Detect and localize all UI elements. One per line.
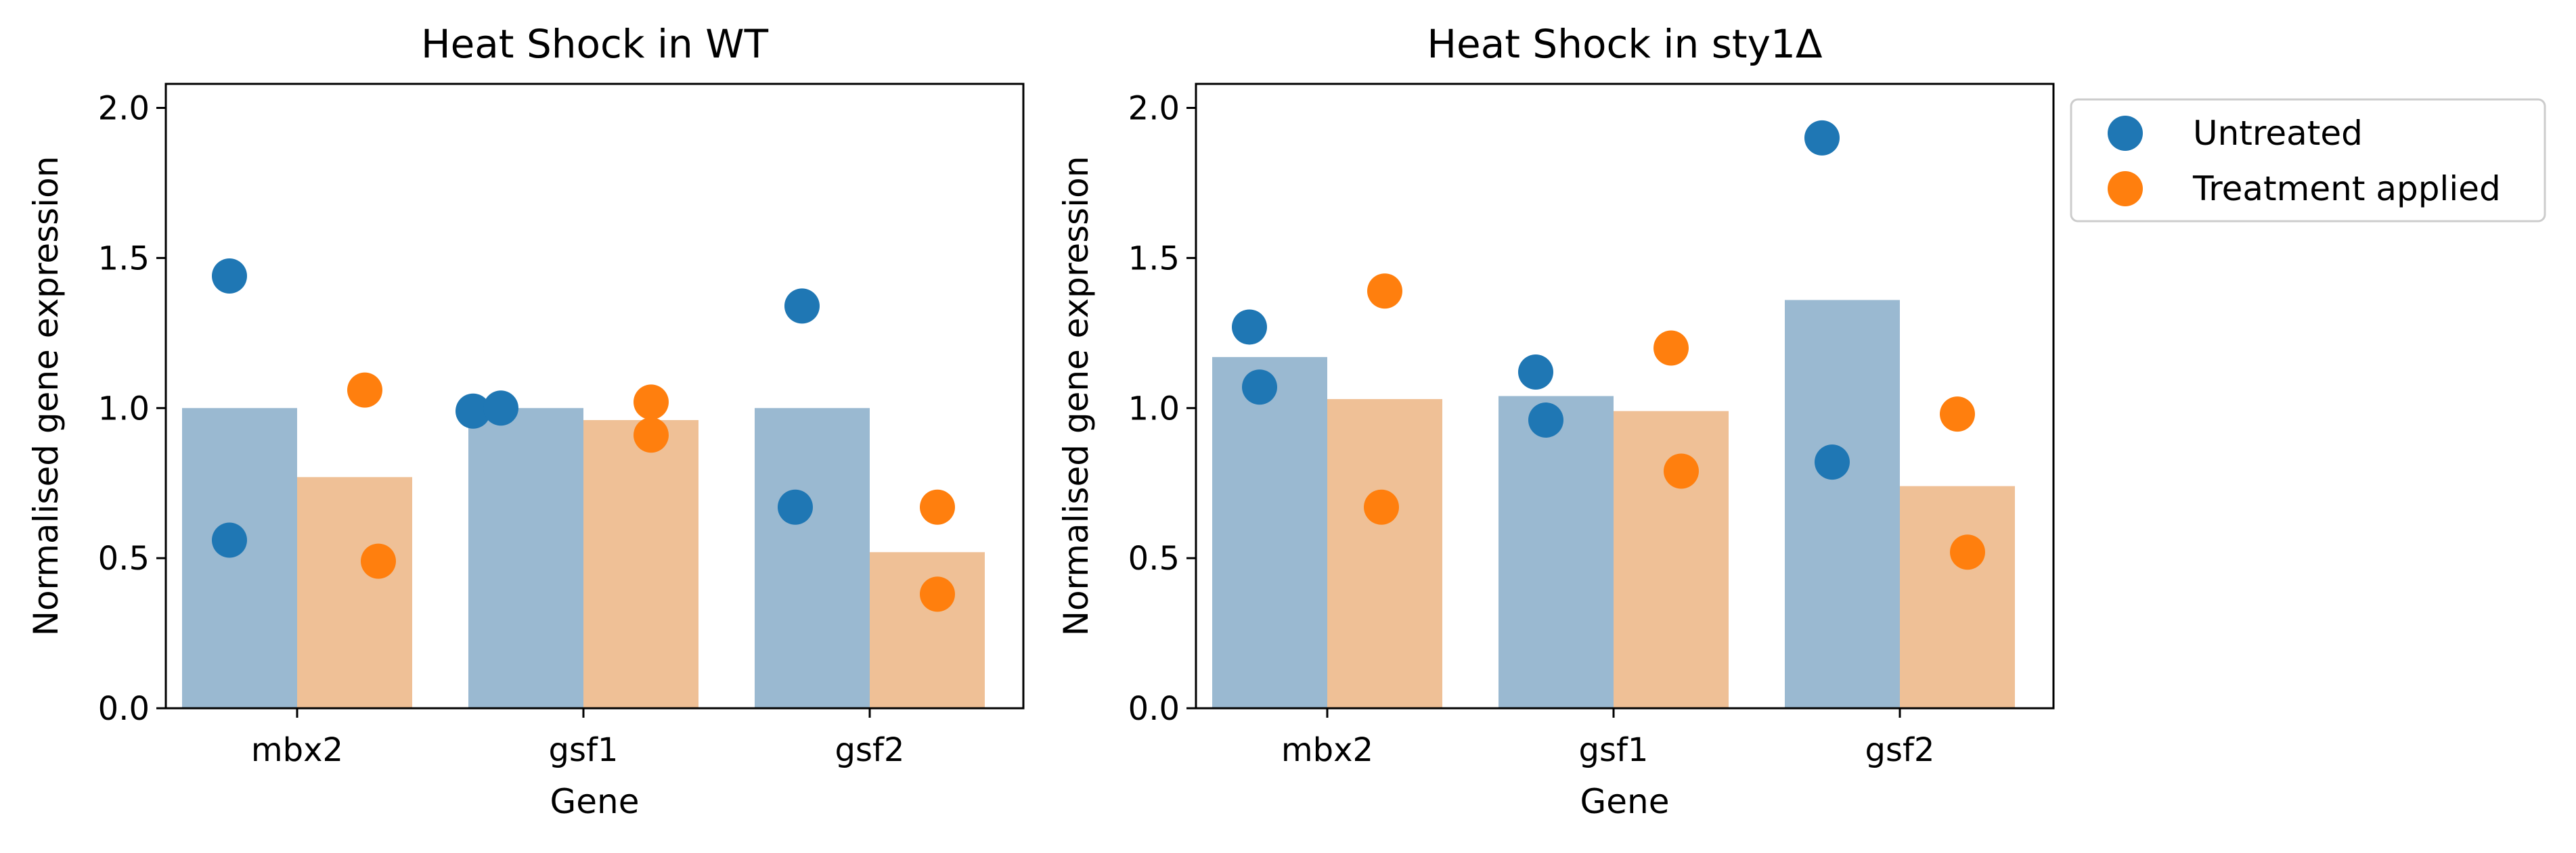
bar-untreated-gsf2 [755,408,870,708]
y-tick-label: 0.0 [98,690,150,728]
point-treatment-applied-gsf2 [920,489,955,525]
point-treatment-applied-gsf2 [1940,396,1975,432]
point-treatment-applied-mbx2 [361,543,396,579]
x-tick-label: gsf2 [835,731,905,769]
x-tick-label: gsf1 [549,731,619,769]
axes-frame [1195,83,2055,710]
point-untreated-mbx2 [1242,369,1277,405]
bar-treatment-applied-gsf1 [1614,411,1729,708]
bar-treatment-applied-gsf2 [870,552,985,708]
legend-box [2070,98,2546,223]
x-tick-label: mbx2 [1281,731,1373,769]
bar-untreated-gsf1 [1498,396,1614,708]
point-untreated-mbx2 [212,522,247,558]
point-untreated-gsf1 [456,393,491,429]
point-treatment-applied-mbx2 [347,372,382,408]
bar-treatment-applied-gsf1 [583,420,698,708]
legend-label-untreated: Untreated [2193,114,2363,153]
legend-marker-treatment [2108,171,2143,206]
x-tick-label: gsf2 [1865,731,1935,769]
point-treatment-applied-mbx2 [1367,273,1402,309]
bar-untreated-gsf2 [1785,300,1900,708]
y-tick-label: 0.5 [98,540,150,578]
x-axis-label: Gene [1580,782,1670,821]
y-tick-label: 2.0 [98,90,150,128]
point-untreated-gsf1 [1528,402,1563,438]
chart-title: Heat Shock in sty1Δ [1427,21,1822,67]
legend-label-treatment: Treatment applied [2192,169,2501,208]
y-tick-label: 1.0 [1128,390,1180,428]
y-axis-label: Normalised gene expression [1057,156,1096,637]
point-untreated-gsf1 [1518,354,1553,390]
point-untreated-gsf1 [483,390,518,426]
chart-title: Heat Shock in WT [421,21,769,67]
y-tick-label: 0.0 [1128,690,1180,728]
point-untreated-mbx2 [1232,309,1267,345]
point-treatment-applied-gsf2 [920,576,955,612]
point-untreated-gsf2 [778,489,813,525]
y-tick-label: 1.5 [1128,239,1180,277]
bar-treatment-applied-gsf2 [1900,486,2015,708]
bar-untreated-gsf1 [468,408,583,708]
point-untreated-mbx2 [212,258,247,294]
point-treatment-applied-mbx2 [1364,489,1399,525]
point-treatment-applied-gsf1 [1653,330,1689,366]
point-treatment-applied-gsf1 [634,417,669,453]
y-tick-label: 0.5 [1128,540,1180,578]
point-treatment-applied-gsf1 [1664,453,1699,489]
bar-treatment-applied-mbx2 [297,477,412,708]
point-untreated-gsf2 [1804,120,1840,156]
y-tick-label: 1.5 [98,239,150,277]
bar-untreated-mbx2 [182,408,297,708]
legend-marker-untreated [2108,116,2143,151]
y-axis-label: Normalised gene expression [26,156,66,637]
y-tick-label: 2.0 [1128,90,1180,128]
point-untreated-gsf2 [1815,444,1850,480]
axes-frame [164,83,1025,710]
x-tick-label: gsf1 [1579,731,1649,769]
x-axis-label: Gene [550,782,640,821]
point-untreated-gsf2 [784,288,820,324]
x-tick-label: mbx2 [251,731,343,769]
bar-treatment-applied-mbx2 [1327,398,1442,708]
point-treatment-applied-gsf1 [634,384,669,420]
bar-untreated-mbx2 [1212,356,1327,708]
point-treatment-applied-gsf2 [1950,534,1985,570]
y-tick-label: 1.0 [98,390,150,428]
